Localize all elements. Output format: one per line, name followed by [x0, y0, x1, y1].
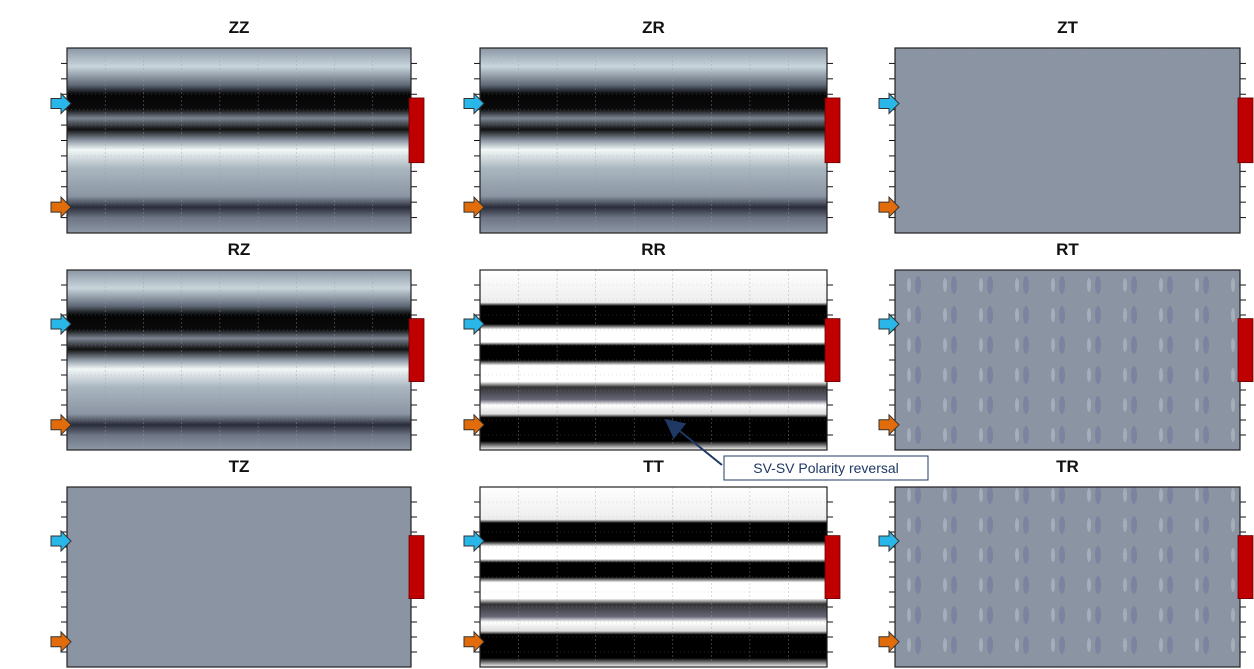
window-bar — [408, 318, 425, 383]
panel-title: TR — [1056, 457, 1079, 476]
panel-title: TT — [643, 457, 664, 476]
annotation-text: SV-SV Polarity reversal — [753, 460, 899, 476]
arrow-marker — [878, 413, 900, 437]
panel-title: RZ — [228, 240, 251, 259]
arrow-marker — [463, 630, 485, 654]
panel-image — [480, 48, 827, 233]
panel-title: ZT — [1057, 18, 1078, 37]
window-bar — [1237, 318, 1254, 383]
window-bar — [824, 535, 841, 599]
window-bar — [824, 97, 841, 164]
arrow-marker — [50, 312, 72, 336]
arrow-marker — [50, 529, 72, 553]
arrow-marker — [50, 413, 72, 437]
panel-title: RR — [641, 240, 666, 259]
panel-image — [480, 270, 827, 450]
arrow-marker — [463, 529, 485, 553]
arrow-marker — [878, 92, 900, 115]
arrow-marker — [878, 630, 900, 654]
arrow-marker — [463, 312, 485, 336]
arrow-marker — [463, 92, 485, 115]
arrow-marker — [878, 195, 900, 219]
arrow-marker — [50, 92, 72, 115]
arrow-marker — [50, 195, 72, 219]
window-bar — [408, 97, 425, 164]
arrow-marker — [463, 195, 485, 219]
panel-title: ZR — [642, 18, 665, 37]
panel-title: RT — [1056, 240, 1079, 259]
window-bar — [824, 318, 841, 383]
annotation-box — [723, 455, 929, 481]
window-bar — [408, 535, 425, 599]
window-bar — [1237, 535, 1254, 599]
annotation-arrow — [664, 418, 723, 466]
window-bar — [1237, 97, 1254, 164]
arrow-marker — [878, 529, 900, 553]
arrow-marker — [878, 312, 900, 336]
panel-title: TZ — [229, 457, 250, 476]
arrow-marker — [463, 413, 485, 437]
arrow-marker — [50, 630, 72, 654]
panel-title: ZZ — [229, 18, 250, 37]
panel-image — [480, 487, 827, 667]
